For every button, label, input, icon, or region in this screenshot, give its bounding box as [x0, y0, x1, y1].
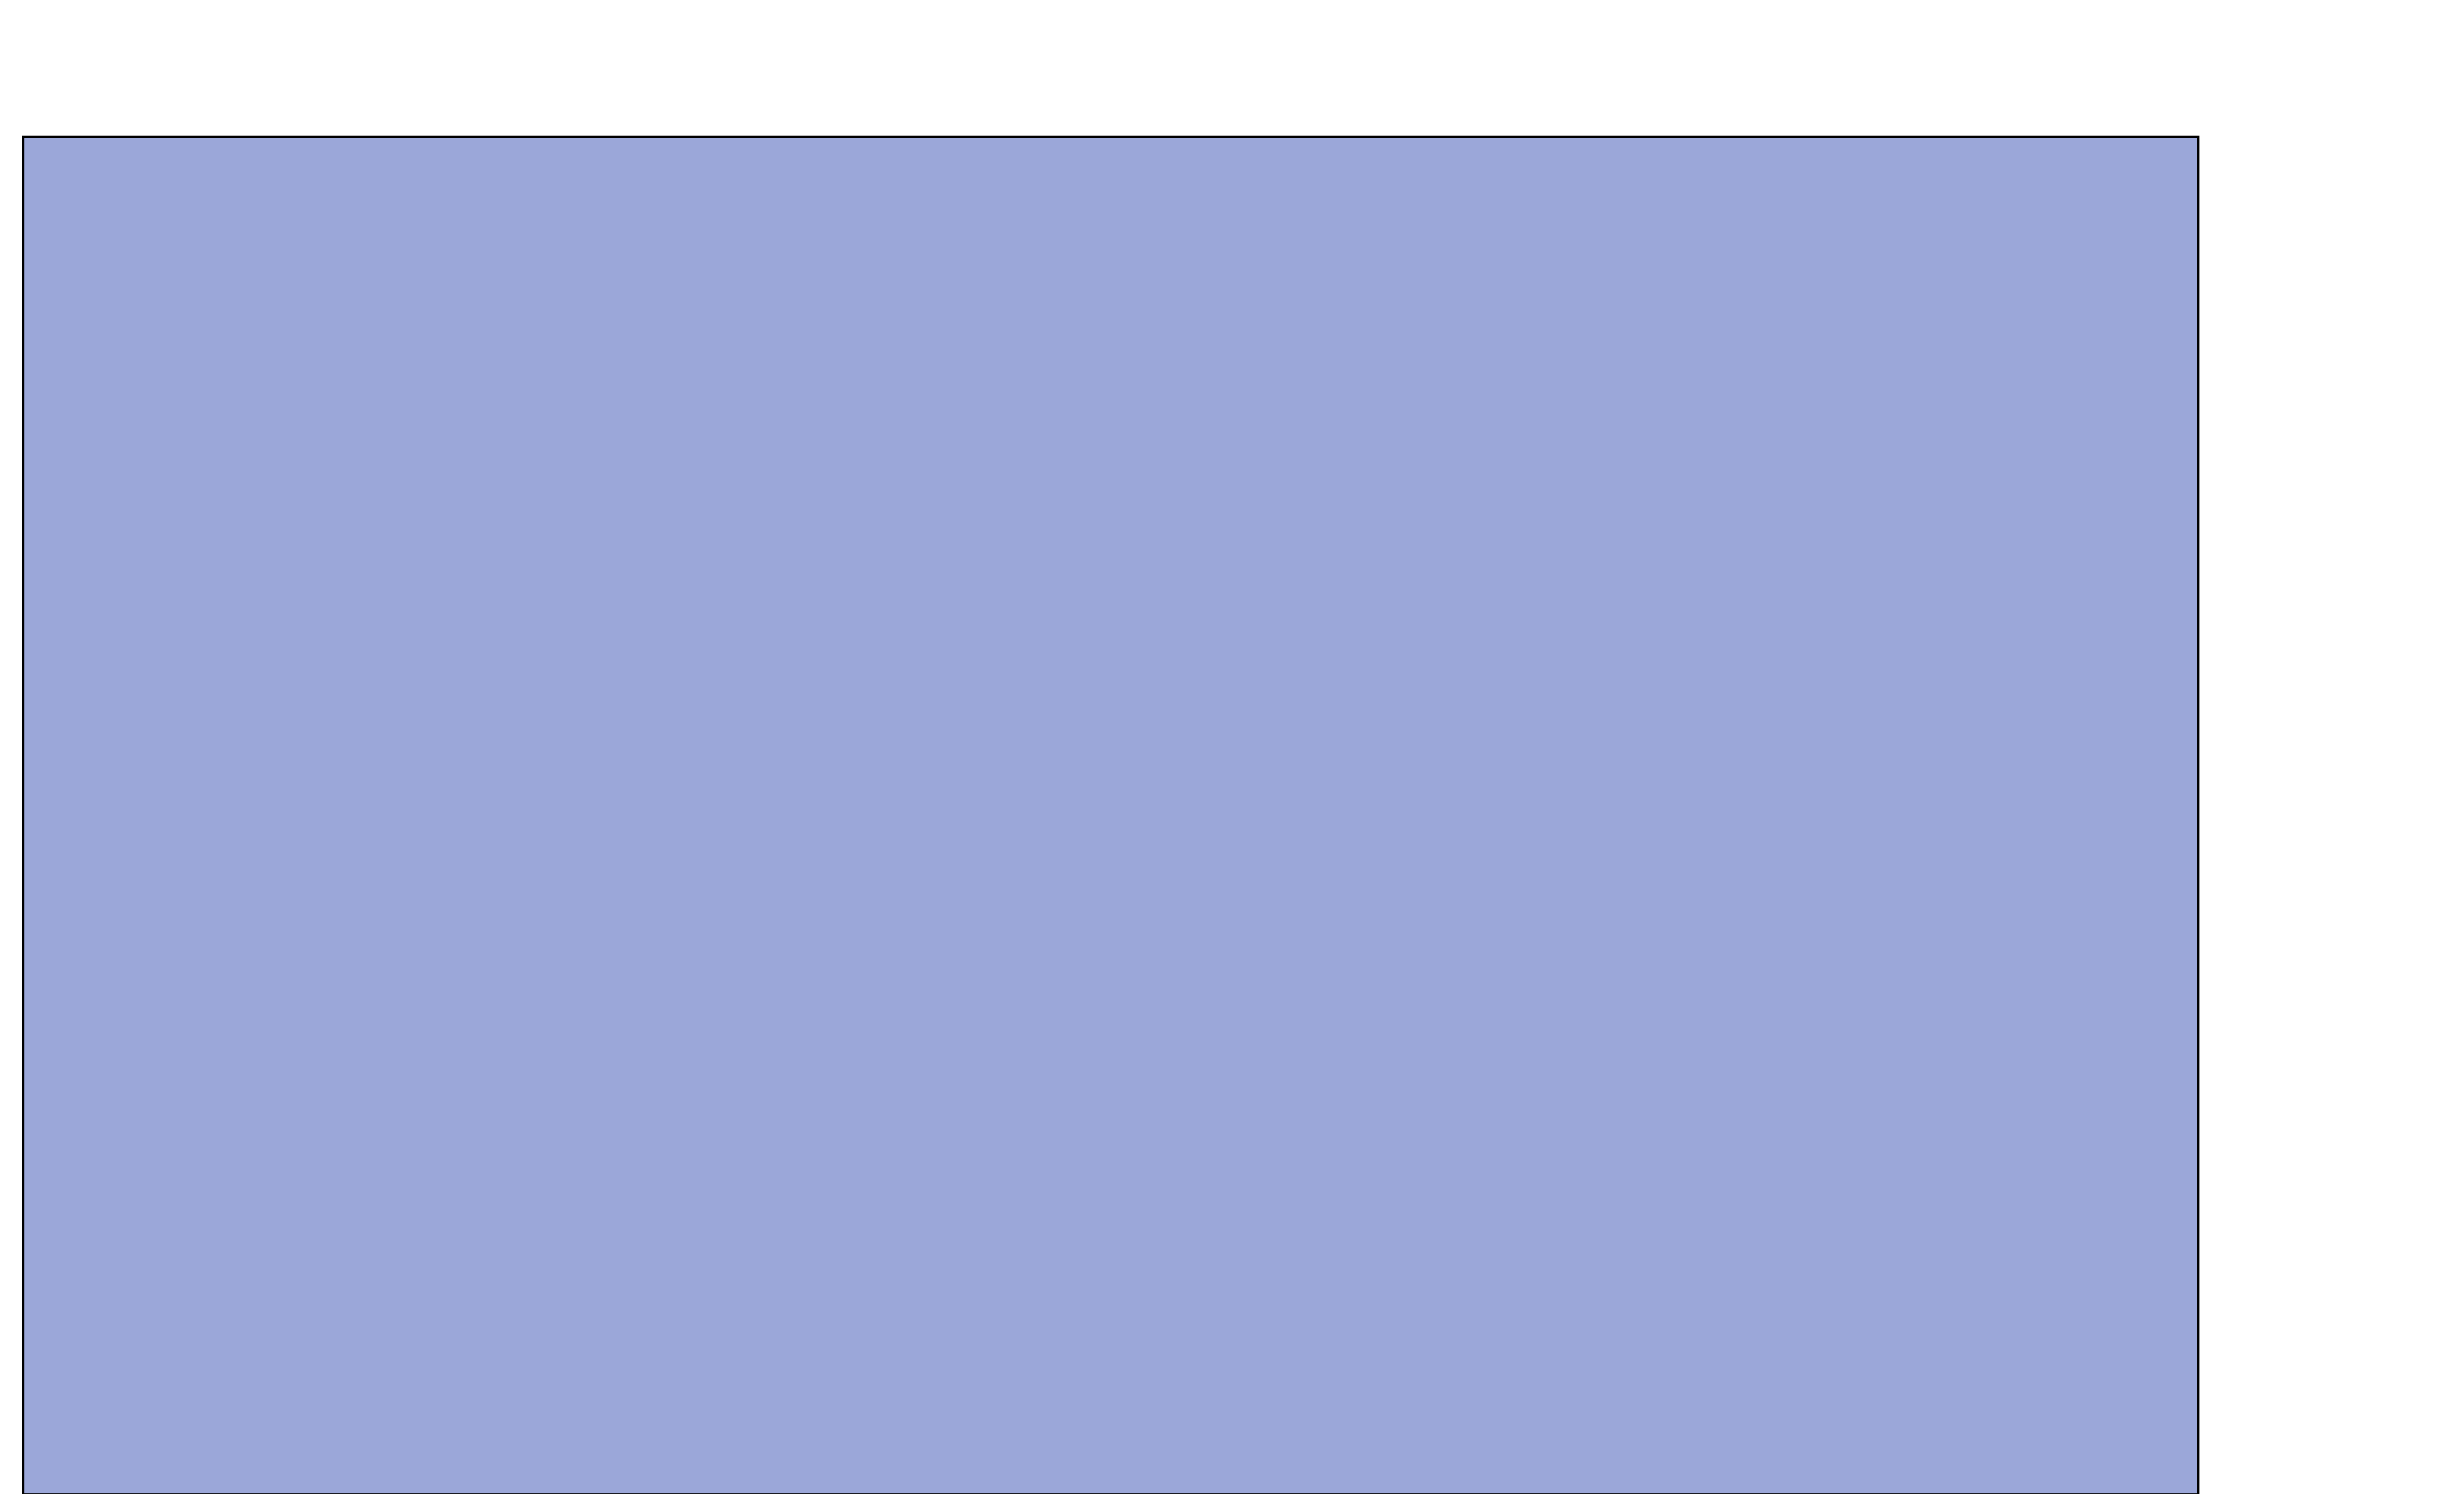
map-panel	[22, 136, 2199, 1494]
conus-map	[24, 138, 2197, 1493]
colorbar	[2296, 250, 2464, 1410]
